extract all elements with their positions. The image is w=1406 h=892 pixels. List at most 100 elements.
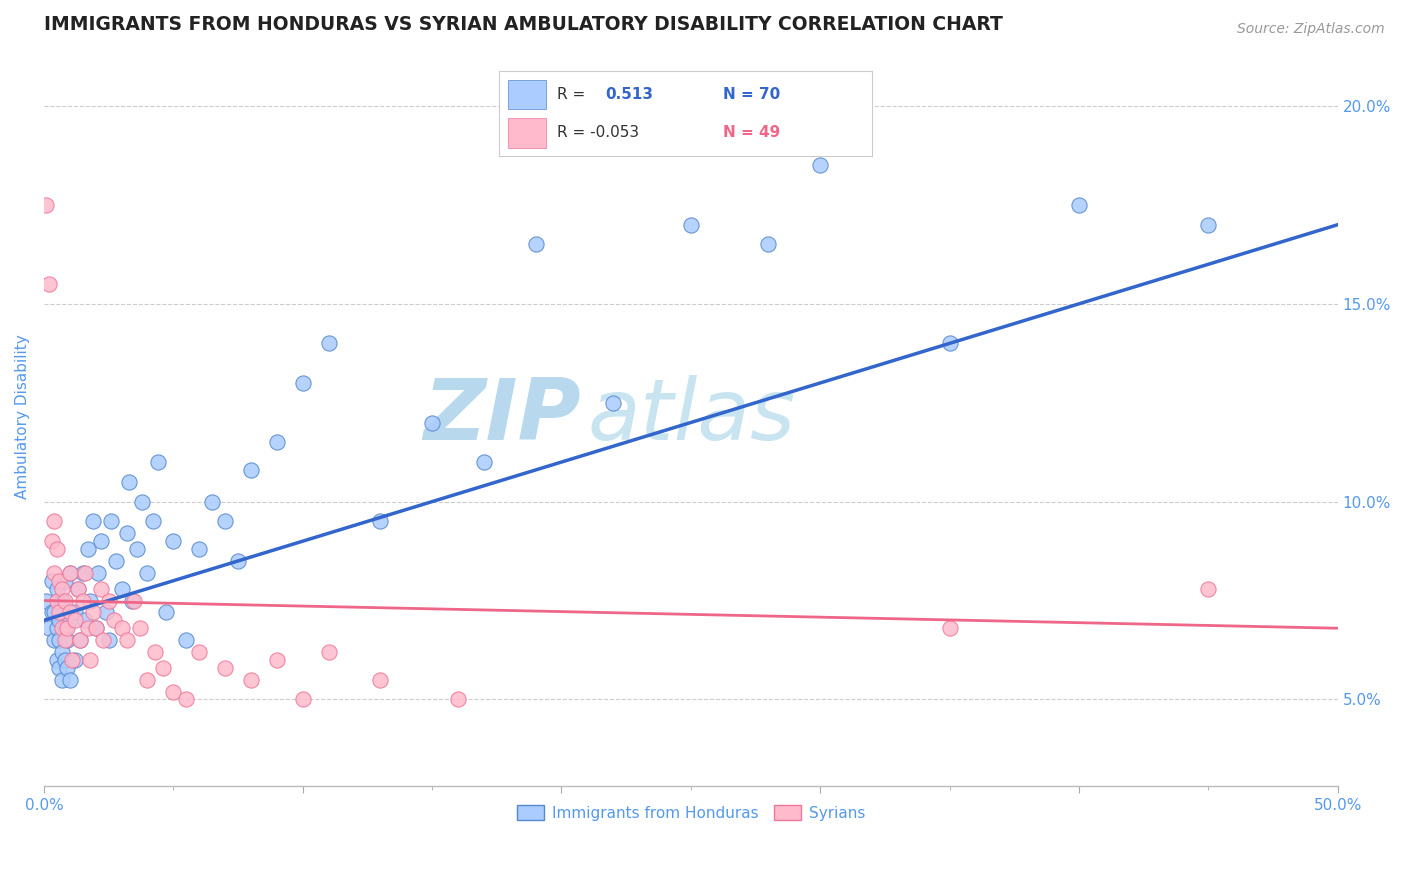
- Bar: [509, 80, 546, 110]
- Point: [472, 455, 495, 469]
- Text: N = 49: N = 49: [723, 125, 780, 140]
- Point: [69, 633, 91, 648]
- Point: [72, 593, 94, 607]
- Point: [45, 582, 67, 596]
- Point: [239, 463, 262, 477]
- Point: [48, 661, 70, 675]
- Point: [115, 633, 138, 648]
- Point: [51, 593, 73, 607]
- Point: [84, 621, 107, 635]
- Point: [56, 621, 79, 635]
- Point: [48, 633, 70, 648]
- Point: [1067, 198, 1090, 212]
- Point: [63, 606, 86, 620]
- Point: [266, 435, 288, 450]
- Point: [41, 574, 63, 588]
- Point: [84, 621, 107, 635]
- Point: [63, 653, 86, 667]
- Point: [368, 515, 391, 529]
- Point: [51, 645, 73, 659]
- Text: 0.513: 0.513: [606, 87, 654, 102]
- Point: [368, 673, 391, 687]
- Point: [679, 218, 702, 232]
- Point: [1197, 582, 1219, 596]
- Point: [48, 606, 70, 620]
- Point: [59, 566, 82, 580]
- Text: R =: R =: [557, 87, 591, 102]
- Point: [44, 566, 66, 580]
- Point: [188, 645, 211, 659]
- Point: [602, 395, 624, 409]
- Point: [59, 613, 82, 627]
- Point: [66, 582, 89, 596]
- Point: [93, 633, 115, 648]
- Point: [38, 621, 60, 635]
- Point: [938, 621, 960, 635]
- Point: [87, 566, 110, 580]
- Point: [146, 455, 169, 469]
- Point: [53, 593, 76, 607]
- Point: [45, 542, 67, 557]
- Point: [97, 633, 120, 648]
- Point: [121, 593, 143, 607]
- Point: [124, 593, 146, 607]
- Point: [53, 653, 76, 667]
- Point: [318, 645, 340, 659]
- Text: ZIP: ZIP: [423, 375, 581, 458]
- Text: N = 70: N = 70: [723, 87, 780, 102]
- Text: IMMIGRANTS FROM HONDURAS VS SYRIAN AMBULATORY DISABILITY CORRELATION CHART: IMMIGRANTS FROM HONDURAS VS SYRIAN AMBUL…: [44, 15, 1002, 34]
- Point: [131, 494, 153, 508]
- Point: [938, 336, 960, 351]
- Point: [44, 606, 66, 620]
- Point: [162, 684, 184, 698]
- Point: [51, 621, 73, 635]
- Text: atlas: atlas: [588, 375, 796, 458]
- Point: [142, 515, 165, 529]
- Point: [239, 673, 262, 687]
- Point: [48, 574, 70, 588]
- Point: [45, 621, 67, 635]
- Point: [152, 661, 174, 675]
- Point: [44, 633, 66, 648]
- Point: [110, 582, 132, 596]
- Point: [214, 661, 236, 675]
- Legend: Immigrants from Honduras, Syrians: Immigrants from Honduras, Syrians: [510, 798, 872, 827]
- Point: [125, 542, 148, 557]
- Point: [59, 606, 82, 620]
- Point: [51, 582, 73, 596]
- Point: [63, 613, 86, 627]
- Point: [115, 526, 138, 541]
- Point: [75, 613, 97, 627]
- Point: [60, 653, 83, 667]
- Point: [128, 621, 150, 635]
- Point: [420, 416, 443, 430]
- Point: [188, 542, 211, 557]
- Point: [110, 621, 132, 635]
- Point: [291, 376, 314, 390]
- Point: [77, 621, 100, 635]
- Point: [35, 593, 58, 607]
- Point: [75, 566, 97, 580]
- Point: [90, 534, 112, 549]
- Point: [226, 554, 249, 568]
- Y-axis label: Ambulatory Disability: Ambulatory Disability: [15, 334, 30, 499]
- Point: [53, 621, 76, 635]
- Point: [136, 566, 159, 580]
- Point: [82, 515, 104, 529]
- Point: [77, 542, 100, 557]
- Point: [69, 633, 91, 648]
- Point: [51, 673, 73, 687]
- Point: [174, 692, 197, 706]
- Point: [100, 515, 122, 529]
- Point: [59, 566, 82, 580]
- Point: [174, 633, 197, 648]
- Point: [105, 554, 128, 568]
- Point: [44, 515, 66, 529]
- Point: [447, 692, 470, 706]
- Point: [103, 613, 125, 627]
- Point: [155, 606, 177, 620]
- Text: R = -0.053: R = -0.053: [557, 125, 638, 140]
- Point: [291, 692, 314, 706]
- Point: [48, 613, 70, 627]
- Point: [201, 494, 224, 508]
